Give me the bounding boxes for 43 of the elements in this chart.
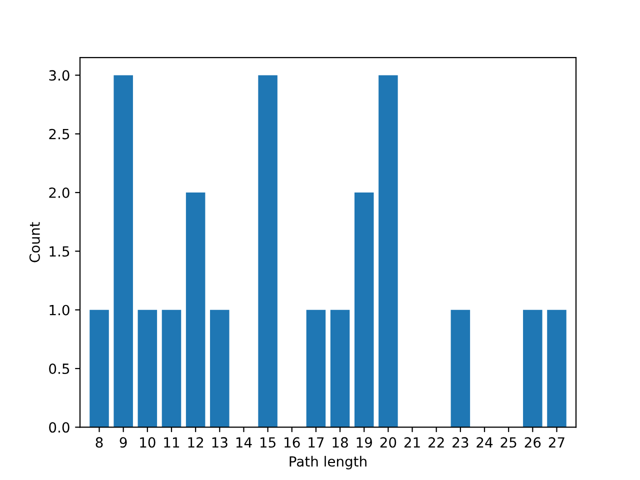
x-tick-label: 14: [236, 437, 252, 448]
x-tick-label: 20: [380, 437, 396, 448]
y-tick-label: 2.0: [49, 188, 70, 198]
x-tick-label: 26: [524, 437, 541, 448]
x-tick-label: 10: [140, 437, 156, 448]
bar: [330, 310, 350, 428]
bar: [450, 310, 470, 428]
y-tick-label: 2.5: [49, 128, 70, 140]
bar: [258, 75, 278, 428]
x-tick-label: 15: [260, 437, 276, 448]
bar: [210, 310, 230, 428]
bar: [114, 75, 133, 428]
bar: [306, 310, 326, 428]
y-tick-label: 1.0: [50, 304, 70, 316]
x-tick-label: 9: [120, 437, 127, 448]
x-tick-label: 19: [356, 437, 372, 448]
bar: [523, 310, 542, 428]
bar: [138, 310, 158, 428]
x-tick-label: 22: [428, 437, 444, 448]
x-tick-label: 27: [548, 437, 564, 448]
x-tick-label: 8: [96, 437, 103, 448]
x-tick-label: 11: [164, 437, 180, 448]
bar: [162, 310, 182, 428]
x-tick-label: 12: [188, 437, 204, 448]
x-tick-label: 17: [308, 437, 324, 448]
x-tick-label: 25: [500, 437, 516, 448]
x-tick-label: 24: [476, 437, 493, 448]
bar: [354, 192, 374, 428]
y-tick-label: 0.5: [49, 364, 70, 374]
x-tick-label: 21: [404, 437, 420, 448]
y-tick-label: 1.5: [50, 246, 70, 257]
x-tick-label: 23: [452, 437, 468, 448]
x-tick-label: 18: [332, 437, 348, 448]
bar: [186, 192, 206, 428]
y-tick-label: 3.0: [49, 70, 70, 81]
bar: [378, 75, 398, 428]
x-axis-title: Path length: [290, 456, 366, 470]
y-tick-label: 0.0: [49, 422, 70, 433]
bar: [90, 310, 109, 428]
bar: [547, 310, 566, 428]
x-tick-label: 13: [212, 437, 228, 448]
x-tick-label: 16: [284, 437, 300, 448]
y-axis-title: Count: [29, 222, 40, 262]
